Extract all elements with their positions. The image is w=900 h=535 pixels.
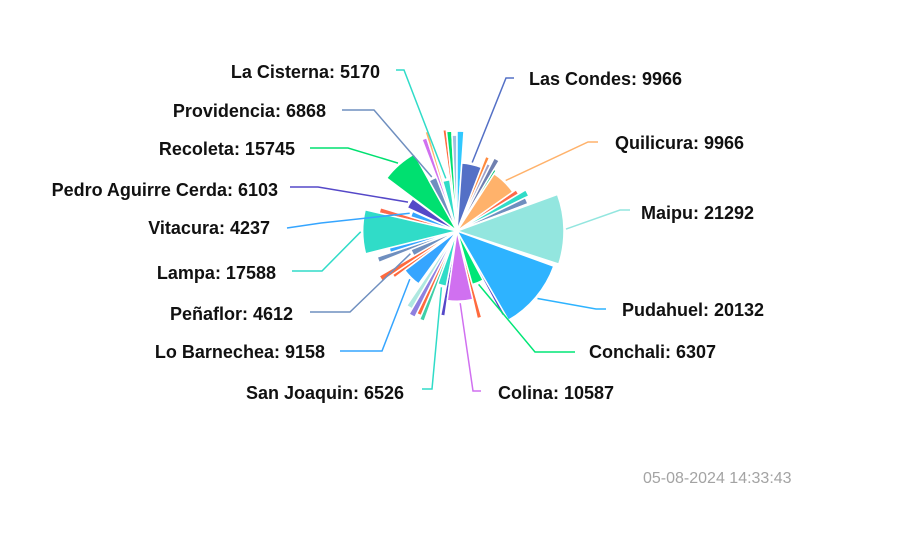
slice-label: Lo Barnechea: 9158	[155, 342, 325, 362]
slice-label: Vitacura: 4237	[148, 218, 270, 238]
leader-line	[422, 287, 443, 390]
slice-2[interactable]	[456, 173, 514, 232]
leader-line	[292, 231, 362, 272]
slice-label: Maipu: 21292	[641, 203, 754, 223]
minor-slice	[445, 130, 458, 232]
slice-label: Pudahuel: 20132	[622, 300, 764, 320]
minor-slice	[456, 189, 530, 232]
leader-line	[340, 278, 411, 352]
leader-line	[565, 209, 630, 230]
leader-line	[396, 69, 447, 179]
slice-label: Pedro Aguirre Cerda: 6103	[52, 180, 278, 200]
leader-line	[286, 212, 410, 229]
slice-label: La Cisterna: 5170	[231, 62, 380, 82]
leader-line	[537, 297, 606, 310]
slice-5[interactable]	[456, 230, 484, 286]
slice-label: Colina: 10587	[498, 383, 614, 403]
slice-label: Recoleta: 15745	[159, 139, 295, 159]
slice-13[interactable]	[385, 153, 458, 232]
slice-4[interactable]	[456, 230, 555, 321]
slice-12[interactable]	[406, 197, 458, 232]
slice-15[interactable]	[441, 179, 458, 232]
leader-line	[505, 141, 598, 182]
slice-6[interactable]	[446, 230, 474, 302]
labeled-slices	[361, 153, 565, 321]
minor-slice	[405, 230, 458, 310]
slice-label: Las Condes: 9966	[529, 69, 682, 89]
leader-line	[342, 109, 433, 178]
leader-line	[310, 147, 399, 164]
slice-label: Lampa: 17588	[157, 263, 276, 283]
slice-1[interactable]	[456, 162, 483, 232]
leader-line	[310, 253, 411, 313]
timestamp: 05-08-2024 14:33:43	[643, 470, 792, 487]
slice-9[interactable]	[410, 230, 458, 257]
slice-label: Conchali: 6307	[589, 342, 716, 362]
slice-10[interactable]	[361, 209, 458, 255]
slice-3[interactable]	[456, 193, 565, 265]
slice-8[interactable]	[404, 230, 458, 285]
leader-lines	[286, 69, 630, 392]
slice-label: Providencia: 6868	[173, 101, 326, 121]
leader-line	[471, 77, 514, 163]
slice-7[interactable]	[436, 230, 458, 288]
slice-label: Peñaflor: 4612	[170, 304, 293, 324]
leader-line	[290, 186, 409, 203]
slice-14[interactable]	[428, 176, 458, 232]
slice-label: San Joaquin: 6526	[246, 383, 404, 403]
leader-line	[478, 283, 575, 353]
leader-line	[459, 303, 481, 392]
slice-labels: Las Condes: 9966 Quilicura: 9966 Maipu: 21…	[52, 62, 764, 403]
slice-label: Quilicura: 9966	[615, 133, 744, 153]
